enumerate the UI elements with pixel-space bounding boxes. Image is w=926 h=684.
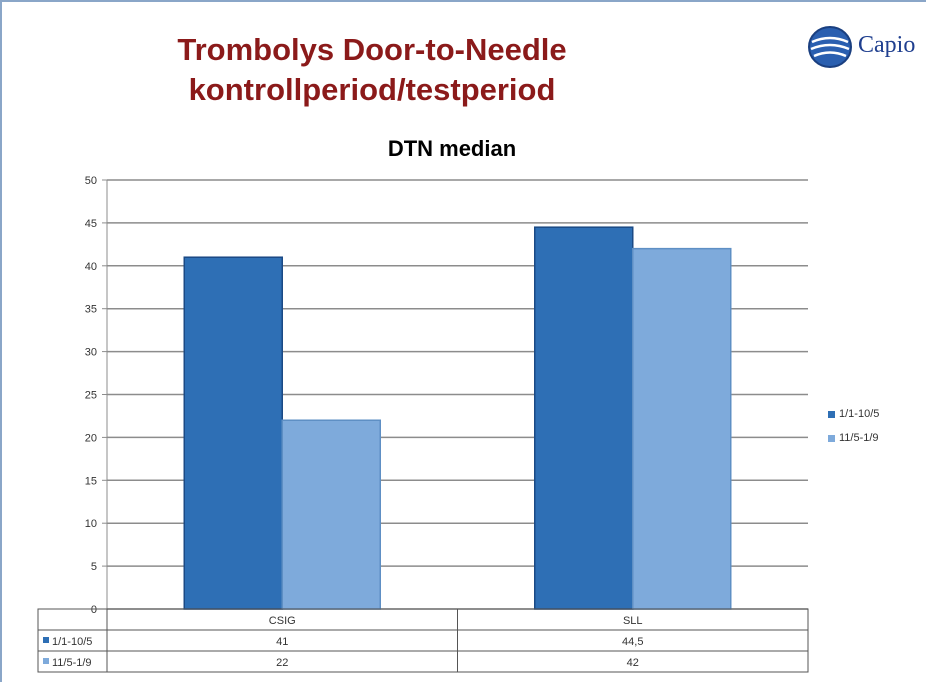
legend-label-series-2: 11/5-1/9 [839, 432, 879, 444]
y-tick-label: 50 [85, 175, 97, 187]
bar-sll-series-1 [534, 226, 634, 610]
table-series-label: 1/1-10/5 [52, 636, 92, 648]
y-tick-label: 35 [85, 304, 97, 316]
title-line-1: Trombolys Door-to-Needle [177, 32, 567, 67]
data-label: 22 [276, 657, 288, 669]
table-series-label: 11/5-1/9 [52, 657, 92, 669]
data-label: 44,5 [622, 636, 643, 648]
table-legend-swatch [43, 658, 49, 664]
table-legend-swatch [43, 637, 49, 643]
y-tick-label: 5 [91, 561, 97, 573]
legend-item-series-2: 11/5-1/9 [828, 426, 879, 450]
y-tick-label: 30 [85, 347, 97, 359]
data-label: 41 [276, 636, 288, 648]
legend-swatch-series-2 [828, 434, 835, 442]
y-tick-label: 20 [85, 432, 97, 444]
bar-sll-series-2 [632, 247, 732, 610]
bar-csig-series-2 [281, 419, 381, 610]
data-label: 42 [627, 657, 639, 669]
slide-title: Trombolys Door-to-Needle kontrollperiod/… [2, 30, 742, 110]
y-tick-label: 0 [91, 604, 97, 616]
data-table-border [37, 608, 809, 673]
y-tick-label: 45 [85, 218, 97, 230]
legend-label-series-1: 1/1-10/5 [839, 408, 880, 420]
x-category-label: SLL [623, 615, 643, 627]
y-tick-label: 10 [85, 518, 97, 530]
y-tick-label: 15 [85, 475, 97, 487]
bar-csig-series-1 [183, 256, 283, 610]
globe-icon [808, 26, 852, 68]
logo-text: Capio [858, 32, 916, 58]
x-category-label: CSIG [269, 615, 296, 627]
legend-item-series-1: 1/1-10/5 [828, 402, 879, 426]
chart-title: DTN median [387, 136, 517, 161]
title-line-2: kontrollperiod/testperiod [188, 72, 556, 107]
y-tick-label: 25 [85, 390, 97, 402]
capio-logo: Capio [806, 24, 924, 70]
y-tick-label: 40 [85, 261, 97, 273]
legend: 1/1-10/5 11/5-1/9 [828, 402, 879, 450]
legend-swatch-series-1 [828, 410, 835, 418]
